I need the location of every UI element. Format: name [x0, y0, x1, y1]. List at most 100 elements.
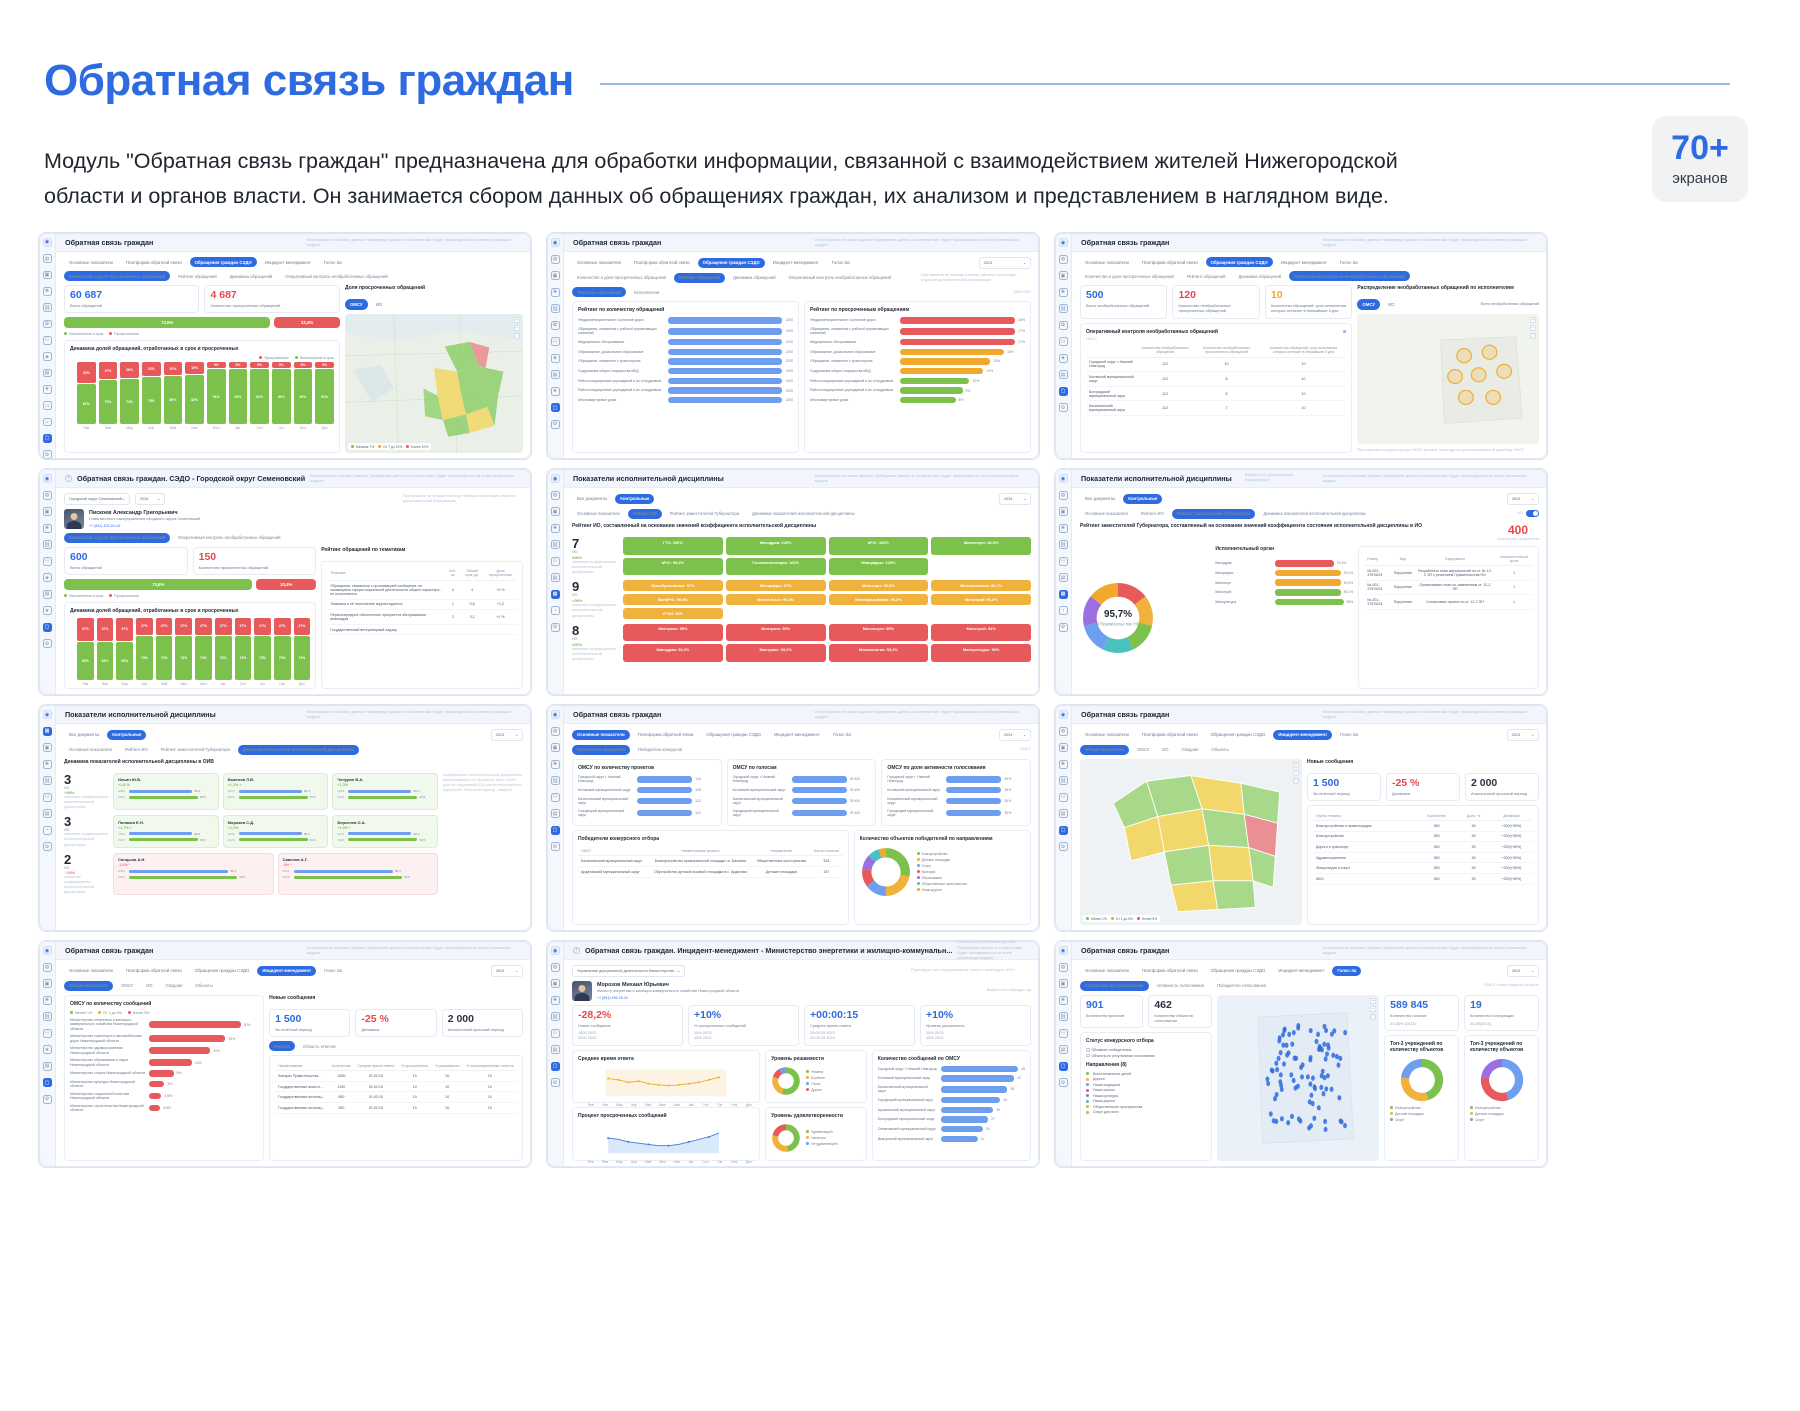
- direction-option[interactable]: Наши школы: [1086, 1088, 1206, 1092]
- map-point[interactable]: [1287, 1032, 1291, 1037]
- screen-thumb-5[interactable]: ◉ ◍ ▣ ❀ ⛓ ⚇ ▤ ▦ ◔ ⚙ Показатели исполните…: [546, 468, 1040, 696]
- rail8-icon-dashboard[interactable]: ◍: [551, 727, 560, 736]
- rail6-icon-people[interactable]: ⚇: [1059, 557, 1068, 566]
- map-point[interactable]: [1300, 1074, 1304, 1079]
- rail8-icon-chart[interactable]: ▤: [551, 809, 560, 818]
- map-point[interactable]: [1326, 1045, 1330, 1050]
- sub8-1[interactable]: Победители конкурсов: [633, 745, 687, 755]
- subtab3-3[interactable]: Оперативный контроль необработанных обра…: [1289, 271, 1410, 281]
- rail-icon-people-3[interactable]: ⚇: [1059, 337, 1068, 346]
- screen-thumb-12[interactable]: ◉ ◍ ▣ ❀ ⛓ ⚇ ▤ ▢ ⚙ Обратная связь граждан…: [1054, 940, 1548, 1168]
- tab5-alldocs[interactable]: Все документы: [572, 494, 612, 504]
- year-select-8[interactable]: 2024 ⌄: [999, 729, 1031, 741]
- map-point[interactable]: [1278, 1050, 1282, 1055]
- sub2tab2-0[interactable]: Тематика обращений: [572, 287, 626, 297]
- sidebar-rail-9[interactable]: ◉ ◍ ▣ ❀ ⛓ ⚇ ▤ ▢ ⚙: [1055, 705, 1072, 931]
- map-point[interactable]: [1279, 1087, 1283, 1092]
- screen-thumb-1[interactable]: ◉ ◍ ▣ ❀ ⛓ ✿ ⚇ ◈ ▤ ★ ▭ ⌂ ▢ ⚙ Обратная свя…: [38, 232, 532, 460]
- map-point[interactable]: [1277, 1038, 1281, 1043]
- map-point[interactable]: [1282, 1061, 1286, 1066]
- subtab2-0[interactable]: Количество и доля просроченных обращений: [572, 273, 671, 283]
- map9-zoom-in-icon[interactable]: +: [1293, 762, 1299, 768]
- rail10-icon-chart[interactable]: ▤: [43, 1062, 52, 1071]
- tab10-main-3[interactable]: Инцидент-менеджмент: [257, 966, 316, 976]
- map-point[interactable]: [1266, 1081, 1270, 1086]
- sub10-1[interactable]: ОМСУ: [116, 981, 138, 991]
- screen-thumb-6[interactable]: ◉ ◍ ▣ ❀ ⛓ ⚇ ▤ ▦ ◔ ⚙ Показатели исполните…: [1054, 468, 1548, 696]
- rail12-icon-feedback[interactable]: ▢: [1059, 1062, 1068, 1071]
- map-point[interactable]: [1291, 1030, 1295, 1035]
- map-point[interactable]: [1317, 1105, 1321, 1110]
- map-point[interactable]: [1319, 1085, 1323, 1090]
- subtab-3[interactable]: Оперативный контроль необработанных обра…: [280, 271, 392, 281]
- rail4-icon-gov[interactable]: ▣: [43, 507, 52, 516]
- subtab4-1[interactable]: Оперативный контроль необработанных обра…: [173, 533, 285, 543]
- subtab4-0[interactable]: Количество и доля просроченных обращений: [64, 533, 170, 543]
- tab12-main-3[interactable]: Инцидент-менеджмент: [1273, 966, 1329, 976]
- rail-icon-eco-3[interactable]: ❀: [1059, 288, 1068, 297]
- subtab7-0[interactable]: Основные показатели: [64, 745, 117, 755]
- rail7-icon-eco[interactable]: ❀: [43, 760, 52, 769]
- subtab6-0[interactable]: Основные показатели: [1080, 509, 1133, 519]
- donut-slice[interactable]: [886, 849, 910, 877]
- doc-type-tabs-5[interactable]: Все документы Контрольные: [572, 494, 654, 504]
- map-point[interactable]: [1307, 1125, 1311, 1130]
- rail-icon-leaf[interactable]: ✿: [43, 320, 52, 329]
- tab-main-1[interactable]: Платформа обратной связи: [121, 257, 187, 267]
- rating-pill[interactable]: Минобразования: 96,2%: [829, 594, 929, 605]
- map-point[interactable]: [1297, 1116, 1301, 1121]
- rail6-icon-chart[interactable]: ▤: [1059, 573, 1068, 582]
- subtab-0[interactable]: Количество и доля просроченных обращений: [64, 271, 170, 281]
- rail12-icon-link[interactable]: ⛓: [1059, 1012, 1068, 1021]
- rail12-icon-chart[interactable]: ▤: [1059, 1045, 1068, 1054]
- rail-icon-chart-3[interactable]: ▤: [1059, 370, 1068, 379]
- rail-icon-lock[interactable]: ⌂: [43, 418, 52, 427]
- rail6-icon-dashboard[interactable]: ◍: [1059, 491, 1068, 500]
- rail12-icon-dashboard[interactable]: ◍: [1059, 963, 1068, 972]
- tab-main-4[interactable]: Голос-За: [319, 257, 347, 267]
- map-controls-12[interactable]: + − ⛶: [1370, 998, 1376, 1020]
- region-map-3[interactable]: + − ⛶: [1357, 314, 1539, 444]
- map-point[interactable]: [1306, 1074, 1310, 1079]
- map-point[interactable]: [1275, 1067, 1279, 1072]
- sidebar-rail-12[interactable]: ◉ ◍ ▣ ❀ ⛓ ⚇ ▤ ▢ ⚙: [1055, 941, 1072, 1167]
- rail6-icon-gov[interactable]: ▣: [1059, 507, 1068, 516]
- rail9-icon-people[interactable]: ⚇: [1059, 793, 1068, 802]
- rating-pill[interactable]: Госжилинспекция: 100%: [726, 558, 826, 576]
- map-point[interactable]: [1290, 1114, 1294, 1119]
- map-point[interactable]: [1276, 1056, 1280, 1061]
- tab3-main-2[interactable]: Обращения граждан СЭДО: [1206, 257, 1273, 267]
- table-row[interactable]: Благоустройство и правопорядок 500 50 +200(…: [1313, 821, 1533, 832]
- sub10-4[interactable]: Объекты: [190, 981, 217, 991]
- tab2-main-3[interactable]: Инцидент-менеджмент: [768, 258, 824, 268]
- map-point[interactable]: [1296, 1023, 1300, 1028]
- subtab5-1[interactable]: Рейтинг ИО: [628, 509, 662, 519]
- map-point[interactable]: [1335, 1054, 1339, 1059]
- sub10-2[interactable]: ИО: [141, 981, 157, 991]
- tab2-main-0[interactable]: Основные показатели: [572, 258, 626, 268]
- municipality-select[interactable]: Городской округ Семеновский ⌄: [64, 493, 130, 505]
- checkbox-icon[interactable]: [1086, 1048, 1090, 1052]
- rail-icon-shield[interactable]: ◈: [43, 352, 52, 361]
- rail8-icon-gov[interactable]: ▣: [551, 743, 560, 752]
- sub12-2[interactable]: Победители голосования: [1212, 981, 1271, 991]
- sidebar-rail-3[interactable]: ◉ ◍ ▣ ❀ ⛓ ✿ ⚇ ◈ ▤ ▢ ⚙: [1055, 233, 1072, 459]
- map-point[interactable]: [1329, 1087, 1333, 1092]
- tab9-main-3[interactable]: Инцидент-менеджмент: [1273, 730, 1332, 740]
- person-card[interactable]: Чепурин В.А. +1,3% 2024 98,3 2023 99,5: [332, 773, 438, 810]
- rail4-icon-settings[interactable]: ⚙: [43, 639, 52, 648]
- tab3-main-1[interactable]: Платформа обратной связи: [1137, 257, 1203, 267]
- donut-slice[interactable]: [772, 1136, 788, 1152]
- tab2-main-1[interactable]: Платформа обратной связи: [629, 258, 695, 268]
- rating-pill[interactable]: Минобразования: 97%: [623, 580, 723, 591]
- rail10-icon-star[interactable]: ★: [43, 1045, 52, 1054]
- rail11-icon-eco[interactable]: ❀: [551, 996, 560, 1005]
- tab9-main-0[interactable]: Основные показатели: [1080, 730, 1134, 740]
- map-point[interactable]: [1290, 1041, 1294, 1046]
- table-row[interactable]: Балахнинский муниципальный округ Благоуст…: [578, 856, 843, 867]
- rail-icon-dashboard[interactable]: ◍: [43, 254, 52, 263]
- rating-pill[interactable]: Минстрой: 94%: [931, 624, 1031, 642]
- map-point[interactable]: [1311, 1075, 1315, 1080]
- back-icon-11[interactable]: ‹: [573, 947, 580, 954]
- rating-pill[interactable]: Минстрой: 96,2%: [931, 594, 1031, 605]
